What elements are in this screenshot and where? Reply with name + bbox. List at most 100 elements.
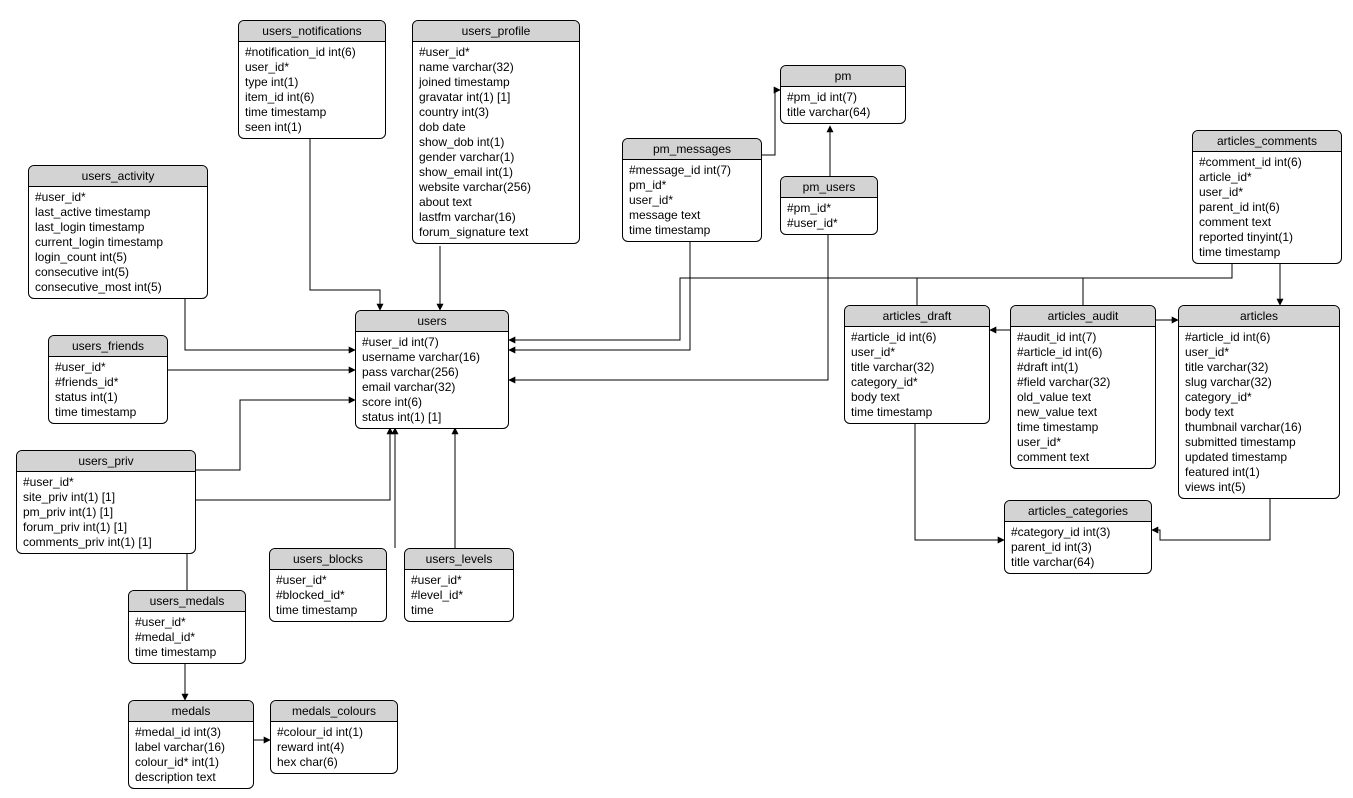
- table-field: consecutive_most int(5): [35, 280, 201, 295]
- table-field: body text: [851, 390, 983, 405]
- table-field: show_email int(1): [419, 165, 573, 180]
- table-field: slug varchar(32): [1185, 375, 1333, 390]
- table-field: reported tinyint(1): [1199, 230, 1335, 245]
- table-field: title varchar(32): [851, 360, 983, 375]
- table-field: user_id*: [245, 60, 379, 75]
- table-field: joined timestamp: [419, 75, 573, 90]
- table-field: #user_id*: [23, 475, 189, 490]
- table-field: submitted timestamp: [1185, 435, 1333, 450]
- table-field: #user_id*: [419, 45, 573, 60]
- table-field: #draft int(1): [1017, 360, 1149, 375]
- table-field: user_id*: [1199, 185, 1335, 200]
- table-field: time: [411, 603, 507, 618]
- table-field: #comment_id int(6): [1199, 155, 1335, 170]
- table-field: time timestamp: [1199, 245, 1335, 260]
- table-fields: #comment_id int(6)article_id*user_id*par…: [1193, 152, 1341, 263]
- table-field: parent_id int(3): [1011, 540, 1145, 555]
- table-fields: #user_id*#level_id*time: [405, 570, 513, 621]
- table-field: #user_id*: [787, 216, 871, 231]
- table-title: pm_messages: [623, 139, 761, 160]
- table-field: email varchar(32): [362, 380, 502, 395]
- table-field: #pm_id*: [787, 201, 871, 216]
- table-field: pm_priv int(1) [1]: [23, 505, 189, 520]
- table-title: users_priv: [17, 451, 195, 472]
- table-field: user_id*: [629, 193, 755, 208]
- table-title: articles_categories: [1005, 501, 1151, 522]
- table-field: user_id*: [1017, 435, 1149, 450]
- table-field: #category_id int(3): [1011, 525, 1145, 540]
- table-field: site_priv int(1) [1]: [23, 490, 189, 505]
- table-field: time timestamp: [245, 105, 379, 120]
- table-field: views int(5): [1185, 480, 1333, 495]
- table-fields: #user_id int(7)username varchar(16)pass …: [356, 332, 508, 428]
- table-field: #notification_id int(6): [245, 45, 379, 60]
- table-field: hex char(6): [277, 755, 391, 770]
- edge-pm_messages-to-users: [509, 242, 690, 350]
- table-field: country int(3): [419, 105, 573, 120]
- table-title: users_profile: [413, 21, 579, 42]
- table-title: users_notifications: [239, 21, 385, 42]
- table-field: #article_id int(6): [1185, 330, 1333, 345]
- table-field: user_id*: [851, 345, 983, 360]
- table-fields: #message_id int(7)pm_id*user_id*message …: [623, 160, 761, 241]
- table-title: articles_audit: [1011, 306, 1155, 327]
- table-field: gravatar int(1) [1]: [419, 90, 573, 105]
- table-fields: #medal_id int(3)label varchar(16)colour_…: [129, 722, 253, 788]
- table-articles_draft: articles_draft#article_id int(6)user_id*…: [844, 305, 990, 424]
- table-field: dob date: [419, 120, 573, 135]
- table-field: #user_id int(7): [362, 335, 502, 350]
- table-field: gender varchar(1): [419, 150, 573, 165]
- table-title: pm_users: [781, 177, 877, 198]
- table-field: time timestamp: [851, 405, 983, 420]
- table-field: comment text: [1199, 215, 1335, 230]
- table-field: title varchar(32): [1185, 360, 1333, 375]
- table-pm: pm#pm_id int(7)title varchar(64): [780, 65, 906, 124]
- table-field: #friends_id*: [55, 375, 161, 390]
- table-field: parent_id int(6): [1199, 200, 1335, 215]
- table-title: users_activity: [29, 166, 207, 187]
- table-fields: #category_id int(3)parent_id int(3)title…: [1005, 522, 1151, 573]
- table-field: #message_id int(7): [629, 163, 755, 178]
- table-field: description text: [135, 770, 247, 785]
- table-field: #level_id*: [411, 588, 507, 603]
- table-field: time timestamp: [55, 405, 161, 420]
- table-field: label varchar(16): [135, 740, 247, 755]
- table-users_activity: users_activity#user_id*last_active times…: [28, 165, 208, 299]
- table-field: comments_priv int(1) [1]: [23, 535, 189, 550]
- table-field: type int(1): [245, 75, 379, 90]
- table-title: articles: [1179, 306, 1339, 327]
- table-field: #user_id*: [276, 573, 380, 588]
- table-fields: #user_id*#friends_id*status int(1)time t…: [49, 357, 167, 423]
- table-field: status int(1): [55, 390, 161, 405]
- table-users_levels: users_levels#user_id*#level_id*time: [404, 548, 514, 622]
- table-field: body text: [1185, 405, 1333, 420]
- table-field: #audit_id int(7): [1017, 330, 1149, 345]
- table-field: time timestamp: [135, 645, 239, 660]
- table-field: category_id*: [851, 375, 983, 390]
- table-users_blocks: users_blocks#user_id*#blocked_id*time ti…: [269, 548, 387, 622]
- edge-users_activity-to-users: [185, 299, 355, 350]
- edge-users_notifications-to-users: [310, 138, 380, 310]
- table-field: reward int(4): [277, 740, 391, 755]
- table-field: updated timestamp: [1185, 450, 1333, 465]
- table-field: #user_id*: [55, 360, 161, 375]
- table-field: old_value text: [1017, 390, 1149, 405]
- table-field: pm_id*: [629, 178, 755, 193]
- table-field: user_id*: [1185, 345, 1333, 360]
- table-field: #user_id*: [135, 615, 239, 630]
- table-field: forum_priv int(1) [1]: [23, 520, 189, 535]
- table-fields: #audit_id int(7)#article_id int(6)#draft…: [1011, 327, 1155, 468]
- table-field: #article_id int(6): [1017, 345, 1149, 360]
- table-title: users_medals: [129, 591, 245, 612]
- table-field: score int(6): [362, 395, 502, 410]
- edge-articles-to-articles_categories: [1152, 498, 1270, 540]
- table-field: thumbnail varchar(16): [1185, 420, 1333, 435]
- table-users_priv: users_priv #user_id*site_priv int(1) [1]p…: [16, 450, 196, 554]
- table-field: new_value text: [1017, 405, 1149, 420]
- table-field: #field varchar(32): [1017, 375, 1149, 390]
- table-field: time timestamp: [276, 603, 380, 618]
- table-title: users: [356, 311, 508, 332]
- table-field: website varchar(256): [419, 180, 573, 195]
- table-field: seen int(1): [245, 120, 379, 135]
- table-users_notifications: users_notifications #notification_id int(…: [238, 20, 386, 139]
